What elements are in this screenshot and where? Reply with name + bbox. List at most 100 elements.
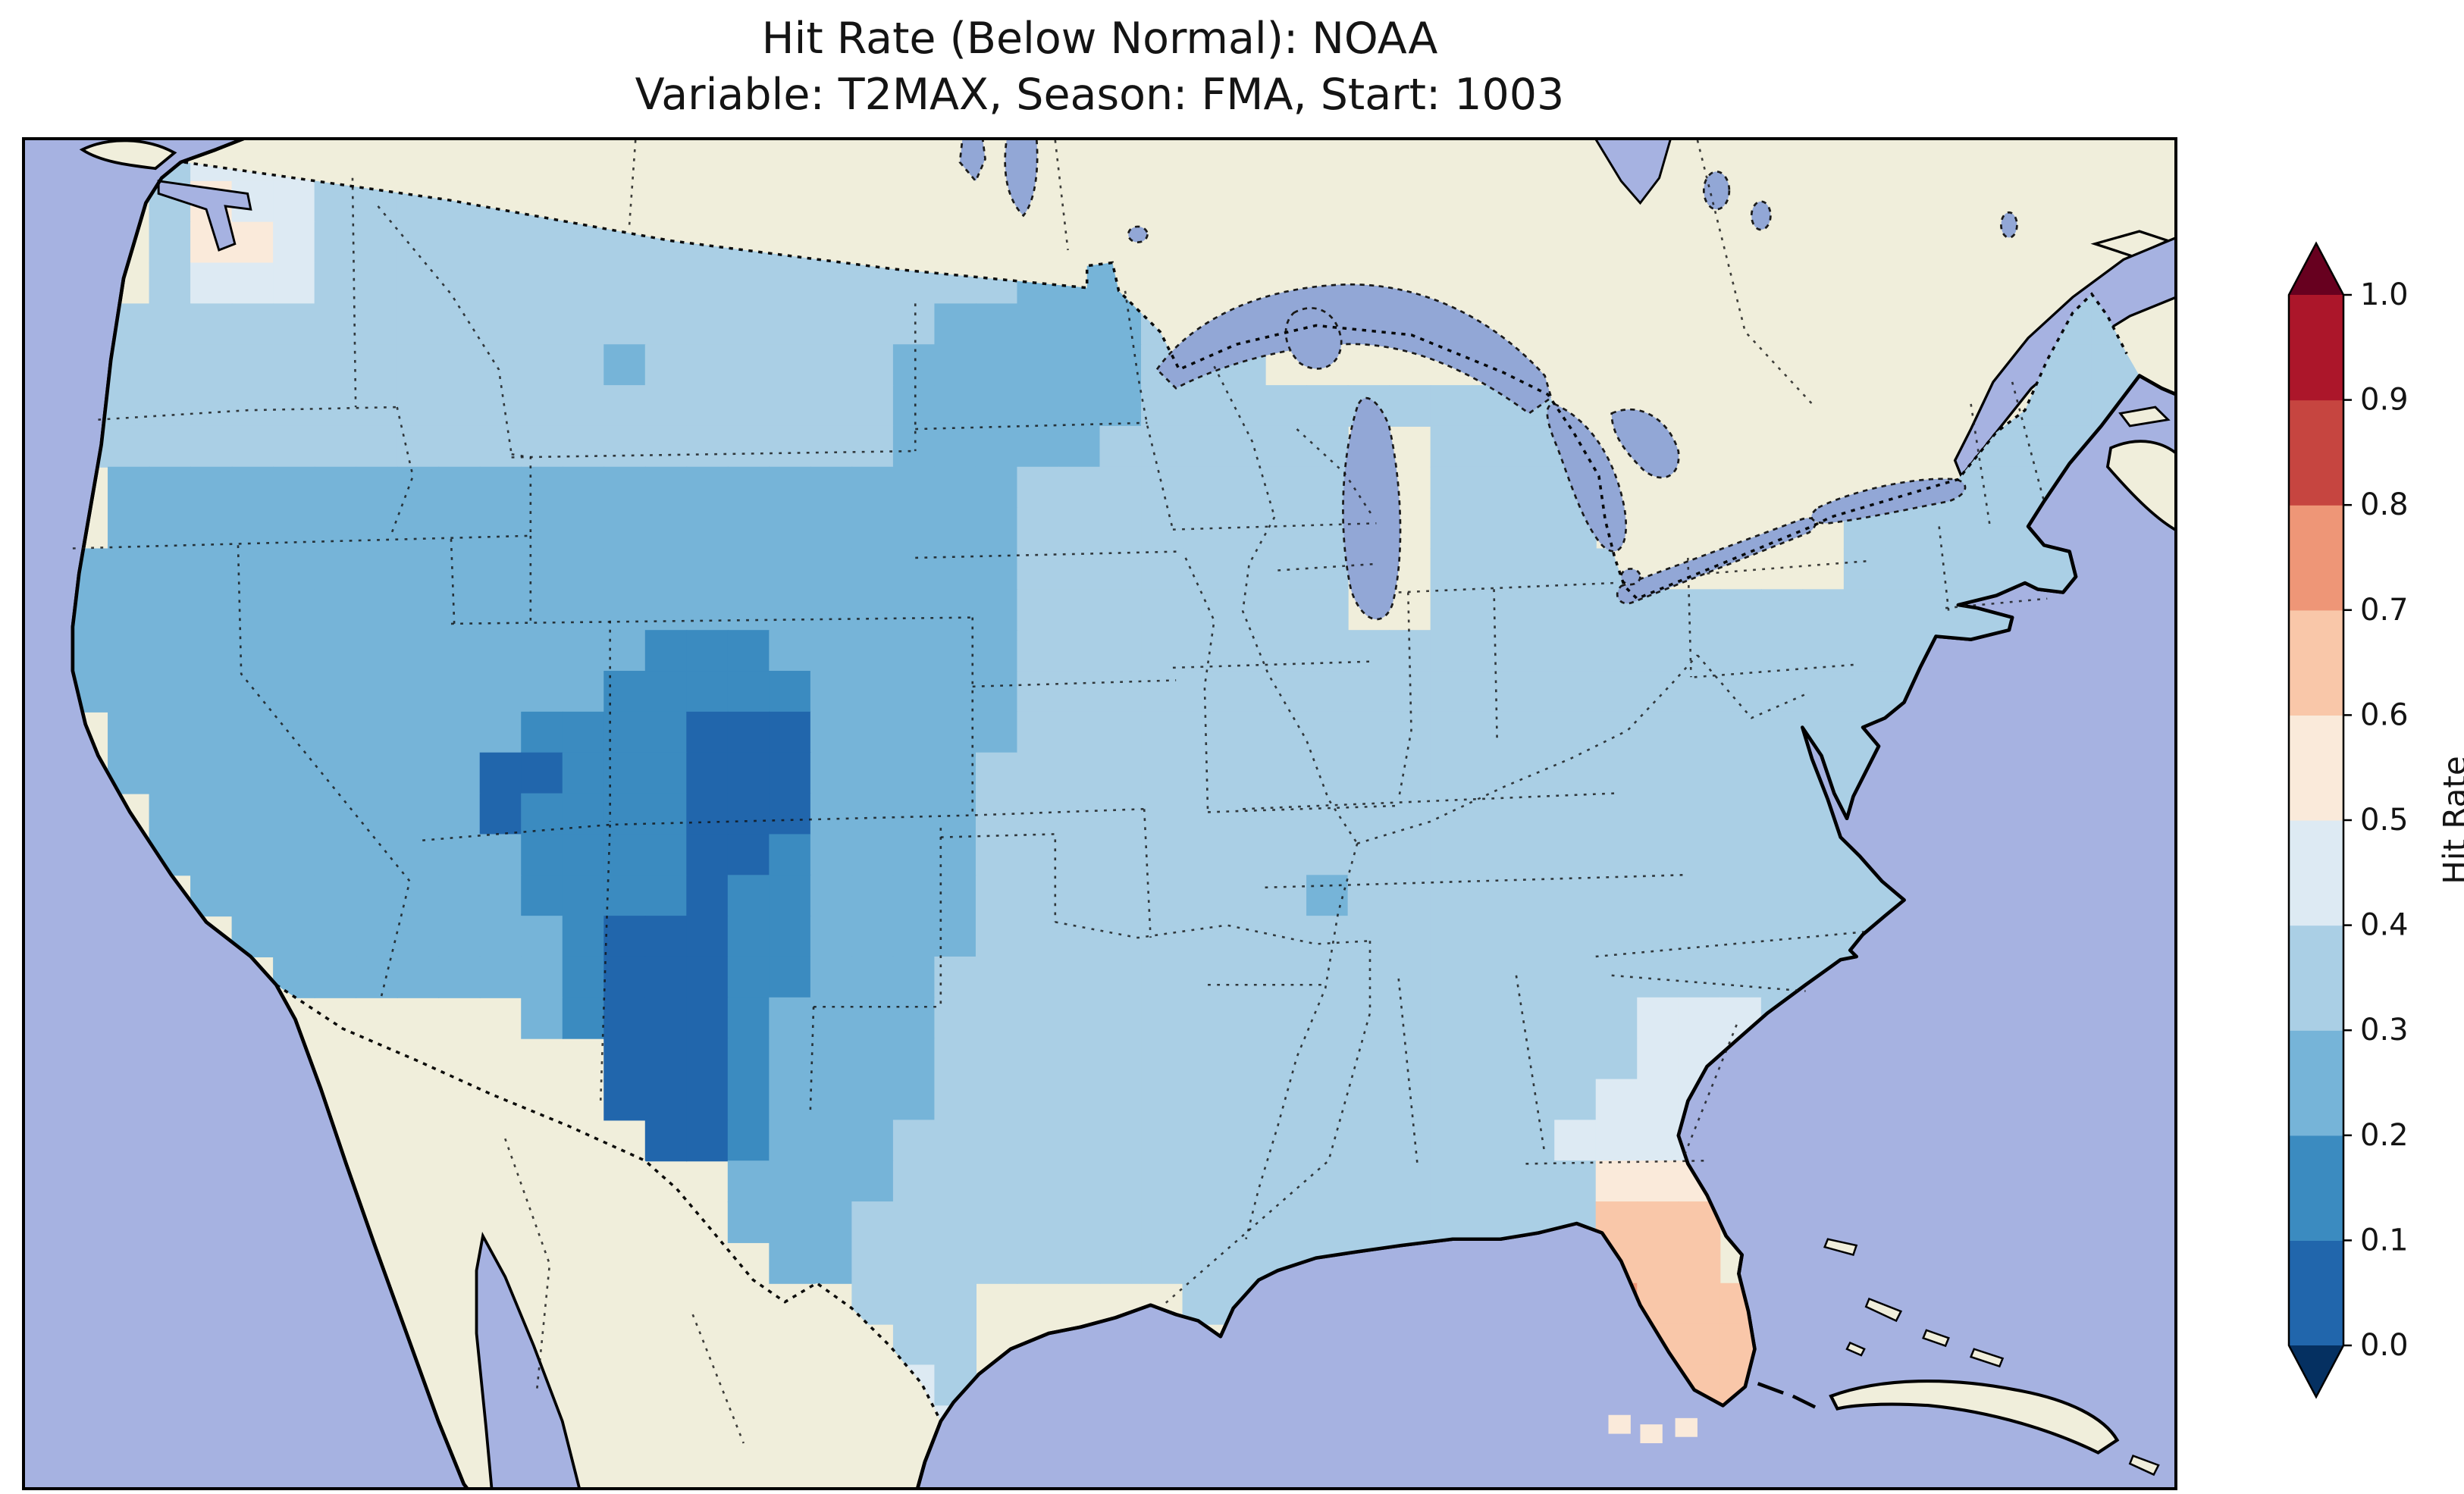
grid-cell bbox=[810, 589, 853, 631]
grid-cell bbox=[1554, 1038, 1597, 1080]
grid-cell bbox=[1306, 711, 1349, 753]
lake-st-clair bbox=[1619, 568, 1641, 586]
grid-cell bbox=[521, 997, 563, 1039]
grid-cell bbox=[975, 793, 1018, 835]
grid-cell bbox=[1513, 916, 1556, 958]
grid-cell bbox=[686, 752, 729, 794]
grid-cell bbox=[644, 1079, 688, 1121]
grid-cell bbox=[1141, 385, 1183, 427]
grid-cell bbox=[603, 262, 646, 305]
grid-cell bbox=[562, 548, 605, 590]
grid-cell bbox=[934, 466, 977, 509]
grid-cell bbox=[397, 303, 440, 346]
grid-cell bbox=[1637, 1079, 1679, 1121]
grid-cell bbox=[851, 466, 894, 509]
grid-cell bbox=[397, 711, 440, 753]
grid-cell bbox=[1224, 671, 1266, 713]
colorbar-bin bbox=[2289, 295, 2343, 401]
lake-ontario bbox=[1810, 478, 1967, 525]
grid-cell bbox=[1017, 385, 1060, 427]
grid-cell bbox=[892, 630, 936, 672]
grid-cell bbox=[72, 589, 109, 631]
grid-cell bbox=[562, 507, 605, 550]
grid-cell bbox=[810, 1160, 853, 1203]
grid-cell bbox=[1430, 997, 1473, 1039]
grid-cell bbox=[438, 344, 481, 387]
grid-cell bbox=[1265, 793, 1308, 835]
grid-cell bbox=[1843, 548, 1886, 590]
florida-keys-cells bbox=[1608, 1414, 1698, 1444]
grid-cell bbox=[1347, 1120, 1390, 1162]
grid-cell bbox=[1513, 793, 1556, 835]
grid-cell bbox=[810, 466, 853, 509]
grid-cell bbox=[438, 875, 481, 917]
grid-cell bbox=[1141, 425, 1183, 468]
quebec-lake-2 bbox=[1750, 200, 1772, 231]
grid-cell bbox=[603, 834, 646, 876]
grid-cell bbox=[934, 834, 977, 876]
grid-cell bbox=[521, 752, 563, 794]
colorbar-bin bbox=[2289, 715, 2343, 821]
vancouver-island bbox=[79, 140, 177, 171]
grid-cell bbox=[934, 1120, 977, 1162]
grid-cell bbox=[1099, 589, 1143, 631]
grid-cell bbox=[273, 630, 315, 672]
grid-cell bbox=[1595, 793, 1638, 835]
grid-cell bbox=[190, 385, 233, 427]
grid-cell bbox=[1058, 385, 1101, 427]
grid-cell bbox=[727, 671, 770, 713]
grid-cell bbox=[934, 1323, 977, 1366]
grid-cell bbox=[1554, 916, 1597, 958]
grid-cell bbox=[769, 1038, 811, 1080]
grid-cell bbox=[934, 507, 977, 550]
grid-cell bbox=[1554, 548, 1597, 590]
grid-cell bbox=[603, 344, 646, 387]
grid-cell bbox=[975, 344, 1018, 387]
grid-cell bbox=[1389, 1038, 1431, 1080]
grid-cell bbox=[1595, 1079, 1638, 1121]
grid-cell bbox=[1595, 997, 1638, 1039]
grid-cell bbox=[521, 916, 563, 958]
grid-cell bbox=[810, 425, 853, 468]
grid-cell bbox=[521, 385, 563, 427]
grid-cell bbox=[892, 1242, 936, 1284]
grid-cell bbox=[314, 589, 357, 631]
grid-cell bbox=[1472, 1120, 1514, 1162]
grid-cell bbox=[1265, 1038, 1308, 1080]
grid-cell bbox=[1513, 956, 1556, 998]
grid-cell bbox=[1265, 834, 1308, 876]
grid-cell bbox=[1141, 507, 1183, 550]
grid-cell bbox=[603, 589, 646, 631]
grid-cell bbox=[1637, 997, 1679, 1039]
grid-cell bbox=[644, 385, 688, 427]
nova-scotia bbox=[2105, 440, 2174, 531]
grid-cell bbox=[1099, 671, 1143, 713]
grid-cell bbox=[1389, 385, 1431, 427]
grid-cell bbox=[851, 711, 894, 753]
grid-cell bbox=[231, 793, 274, 835]
grid-cell bbox=[1182, 1201, 1225, 1243]
grid-cell bbox=[1224, 589, 1266, 631]
colorbar-tick-label: 0.8 bbox=[2360, 487, 2409, 522]
grid-cell bbox=[603, 997, 646, 1039]
grid-cell bbox=[851, 385, 894, 427]
grid-cell bbox=[1265, 916, 1308, 958]
grid-cell bbox=[1182, 589, 1225, 631]
grid-cell bbox=[1017, 344, 1060, 387]
grid-cell bbox=[562, 344, 605, 387]
grid-cell bbox=[1141, 1201, 1183, 1243]
grid-cell bbox=[769, 671, 811, 713]
grid-cell bbox=[934, 589, 977, 631]
grid-cell bbox=[727, 262, 770, 305]
grid-cell bbox=[1554, 956, 1597, 998]
grid-cell bbox=[1389, 630, 1431, 672]
grid-cell bbox=[1017, 1079, 1060, 1121]
grid-cell bbox=[769, 548, 811, 590]
grid-cell bbox=[521, 262, 563, 305]
grid-cell bbox=[1224, 834, 1266, 876]
grid-cell bbox=[1678, 711, 1721, 753]
grid-cell bbox=[769, 589, 811, 631]
grid-cell bbox=[1141, 1120, 1183, 1162]
grid-cell bbox=[1058, 711, 1101, 753]
grid-cell bbox=[1389, 1160, 1431, 1203]
